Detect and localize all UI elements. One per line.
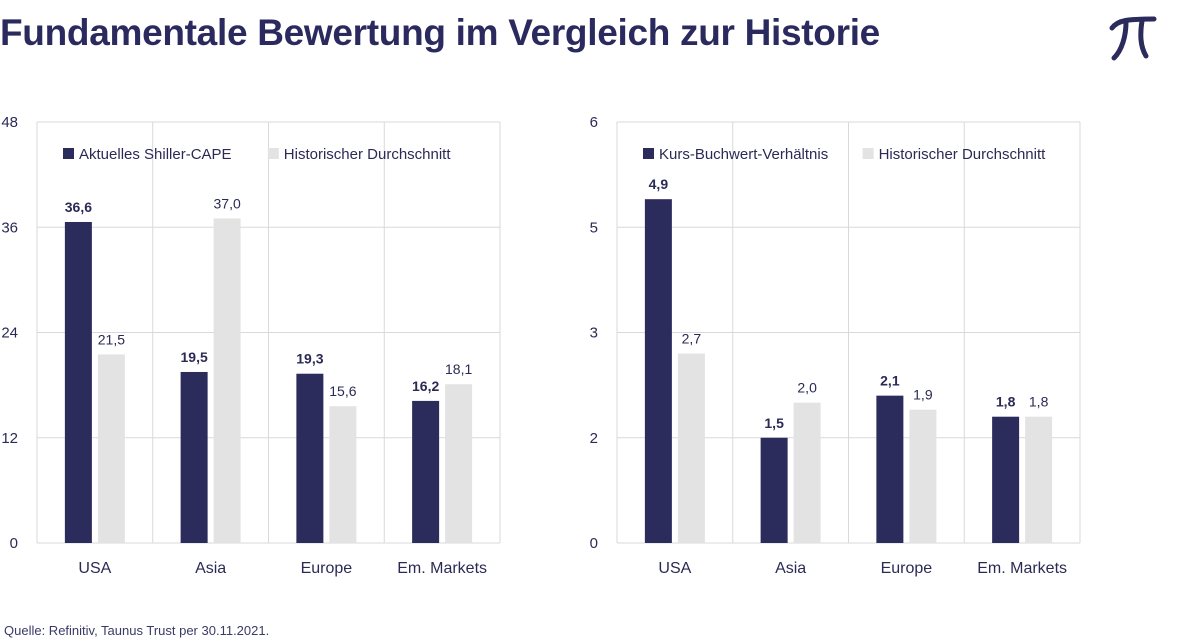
bar-current xyxy=(876,395,904,543)
bar-current xyxy=(992,416,1020,543)
data-label: 2,1 xyxy=(880,373,900,389)
x-tick-label: Em. Markets xyxy=(977,560,1067,577)
bar-historic xyxy=(677,353,705,543)
y-tick-label: 12 xyxy=(1,430,18,447)
y-tick-label: 48 xyxy=(1,114,18,131)
y-tick-label: 36 xyxy=(1,219,18,236)
x-tick-label: Em. Markets xyxy=(397,560,487,577)
data-label: 1,8 xyxy=(1029,394,1049,410)
bar-current xyxy=(180,371,208,543)
data-label: 18,1 xyxy=(445,361,472,377)
legend-swatch xyxy=(643,148,654,159)
x-tick-label: USA xyxy=(658,560,691,577)
chart-shiller-cape: 0 12 24 36 48 36,6 21,5 USA 19,5 37,0 Asia 19,3 15,6… xyxy=(1,114,501,577)
y-tick-label: 3 xyxy=(590,325,598,342)
data-label: 36,6 xyxy=(65,199,92,215)
legend-label: Aktuelles Shiller-CAPE xyxy=(79,146,232,163)
data-label: 1,8 xyxy=(996,394,1016,410)
bar-historic xyxy=(329,406,357,543)
x-tick-label: Europe xyxy=(301,560,353,577)
bar-historic xyxy=(213,218,241,543)
data-label: 21,5 xyxy=(98,331,125,347)
y-tick-label: 2 xyxy=(590,430,598,447)
pi-logo-icon xyxy=(1109,16,1157,61)
y-tick-label: 0 xyxy=(10,535,18,552)
data-label: 19,5 xyxy=(181,349,208,365)
legend-label: Historischer Durchschnitt xyxy=(879,146,1047,163)
y-tick-label: 24 xyxy=(1,325,18,342)
data-label: 2,7 xyxy=(682,331,702,347)
data-label: 19,3 xyxy=(296,351,323,367)
chart-kurs-buchwert: 0 2 3 5 6 4,9 2,7 USA 1,5 2,0 Asia 2,1 1,9 Europe 1,8 1… xyxy=(590,114,1081,577)
data-label: 15,6 xyxy=(329,383,356,399)
bar-historic xyxy=(445,384,473,543)
bar-current xyxy=(296,373,324,543)
bar-historic xyxy=(793,402,821,543)
bar-historic xyxy=(1025,416,1053,543)
bar-current xyxy=(760,437,788,543)
data-label: 16,2 xyxy=(412,378,439,394)
bar-current xyxy=(412,400,440,543)
y-tick-label: 0 xyxy=(590,535,598,552)
x-tick-label: USA xyxy=(78,560,111,577)
legend-swatch xyxy=(267,148,279,159)
source-note: Quelle: Refinitiv, Taunus Trust per 30.1… xyxy=(4,623,270,638)
legend-label: Kurs-Buchwert-Verhältnis xyxy=(659,146,828,163)
data-label: 1,5 xyxy=(764,415,784,431)
data-label: 37,0 xyxy=(214,195,241,211)
legend-swatch xyxy=(63,148,74,159)
data-label: 1,9 xyxy=(913,387,933,403)
bar-historic xyxy=(97,354,125,543)
page-title: Fundamentale Bewertung im Vergleich zur … xyxy=(0,12,880,53)
data-label: 4,9 xyxy=(649,176,669,192)
x-tick-label: Asia xyxy=(775,560,806,577)
data-label: 2,0 xyxy=(797,380,817,396)
bar-current xyxy=(644,199,672,543)
y-tick-label: 5 xyxy=(590,219,598,236)
x-tick-label: Europe xyxy=(881,560,933,577)
legend-label: Historischer Durchschnitt xyxy=(284,146,452,163)
legend-swatch xyxy=(862,148,874,159)
bar-current xyxy=(64,221,92,544)
x-tick-label: Asia xyxy=(195,560,226,577)
y-tick-label: 6 xyxy=(590,114,598,131)
bar-historic xyxy=(909,409,937,543)
